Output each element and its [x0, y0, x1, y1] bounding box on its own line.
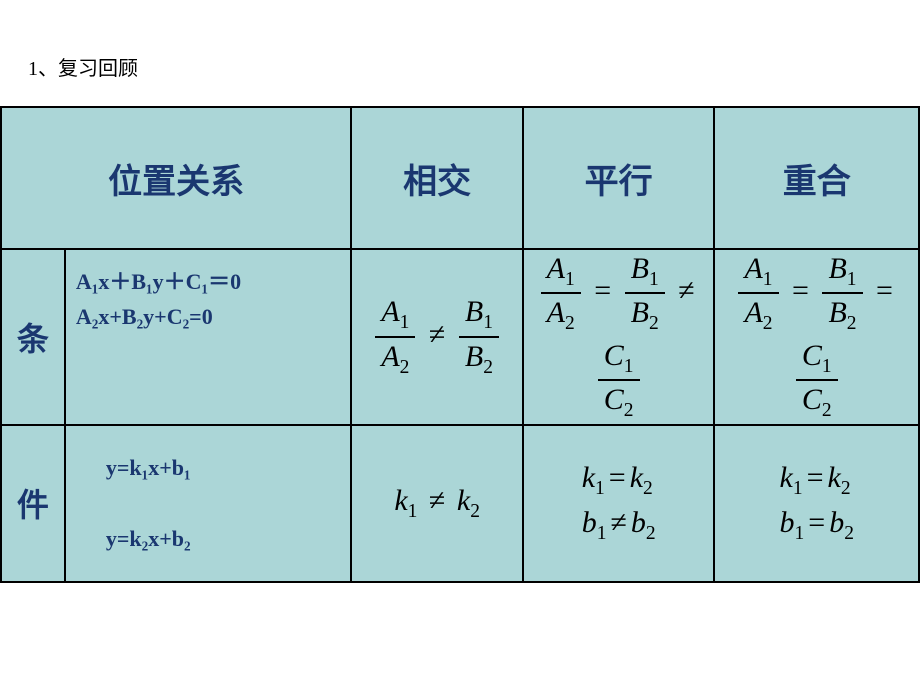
slope-equations: y=k₁x+b₁ y=k₂x+b₂: [65, 425, 351, 582]
general-coincide: A1A2 = B1B2 = C1C2: [714, 249, 919, 425]
eq-slope-2: y=k₂x+b₂: [106, 526, 191, 551]
section-heading: 1、复习回顾: [28, 52, 138, 81]
slope-coincide: k1=k2 b1=b2: [714, 425, 919, 582]
general-intersect: A1A2 ≠ B1B2: [351, 249, 523, 425]
hdr-parallel: 平行: [523, 107, 715, 249]
slope-intersect: k1 ≠ k2: [351, 425, 523, 582]
general-equations: A₁x＋B₁y＋C₁＝0 A₂x+B₂y+C₂=0: [65, 249, 351, 425]
header-row: 位置关系 相交 平行 重合: [1, 107, 919, 249]
review-table: 位置关系 相交 平行 重合 条 A₁x＋B₁y＋C₁＝0 A₂x+B₂y+C₂=…: [0, 106, 920, 583]
general-parallel: A1A2 = B1B2 ≠ C1C2: [523, 249, 715, 425]
hdr-intersect: 相交: [351, 107, 523, 249]
eq-general-1: A₁x＋B₁y＋C₁＝0: [76, 269, 241, 294]
side-label-bottom: 件: [1, 425, 65, 582]
hdr-coincide: 重合: [714, 107, 919, 249]
eq-slope-1: y=k₁x+b₁: [106, 455, 191, 480]
general-form-row: 条 A₁x＋B₁y＋C₁＝0 A₂x+B₂y+C₂=0 A1A2 ≠ B1B2 …: [1, 249, 919, 425]
side-label-top: 条: [1, 249, 65, 425]
slope-parallel: k1=k2 b1≠b2: [523, 425, 715, 582]
hdr-position: 位置关系: [1, 107, 351, 249]
eq-general-2: A₂x+B₂y+C₂=0: [76, 304, 213, 329]
slope-form-row: 件 y=k₁x+b₁ y=k₂x+b₂ k1 ≠ k2 k1=k2 b1≠b2 …: [1, 425, 919, 582]
